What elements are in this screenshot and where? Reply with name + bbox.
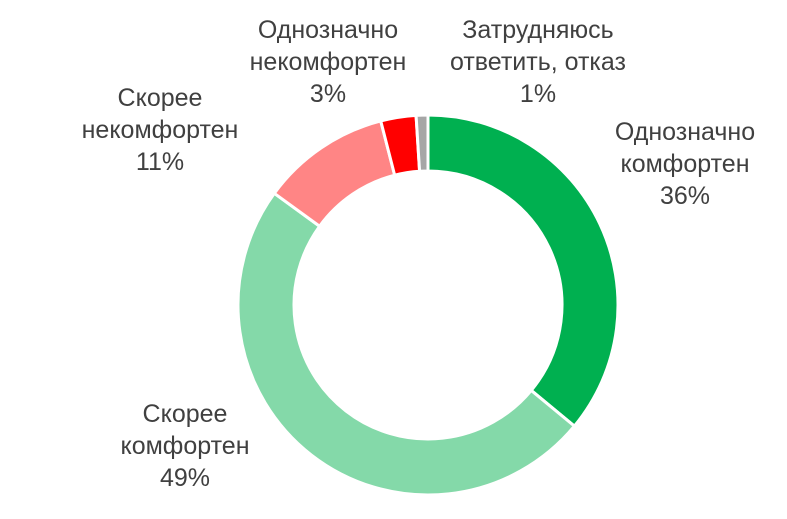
donut-slice-rather-comfortable <box>236 191 577 497</box>
slice-label-line: некомфортен <box>81 116 239 144</box>
slice-value-label: 36% <box>659 182 711 210</box>
slice-value-label: 1% <box>519 80 557 108</box>
slice-label-line: Однозначно <box>257 16 399 44</box>
slice-label-line: Однозначно <box>614 118 756 146</box>
donut-slice-definitely-comfortable <box>426 113 620 429</box>
slice-label-hard-to-say: Затрудняюсь ответить, отказ 1% <box>428 14 648 110</box>
slice-label-definitely-comfortable: Однозначно комфортен 36% <box>600 116 770 212</box>
slice-label-line: Скорее <box>142 400 228 428</box>
donut-slice-hard-to-say <box>414 113 430 173</box>
slice-label-definitely-uncomfortable: Однозначно некомфортен 3% <box>228 14 428 110</box>
slice-value-label: 49% <box>159 464 211 492</box>
slice-label-rather-uncomfortable: Скорее некомфортен 11% <box>70 82 250 178</box>
slice-label-line: некомфортен <box>249 48 407 76</box>
slice-label-line: комфортен <box>620 150 750 178</box>
slice-label-rather-comfortable: Скорее комфортен 49% <box>100 398 270 494</box>
slice-value-label: 11% <box>135 148 185 176</box>
slice-label-line: Скорее <box>117 84 203 112</box>
slice-label-line: ответить, отказ <box>449 48 627 76</box>
slice-label-line: Затрудняюсь <box>462 16 614 44</box>
slice-label-line: комфортен <box>120 432 250 460</box>
slice-value-label: 3% <box>309 80 347 108</box>
